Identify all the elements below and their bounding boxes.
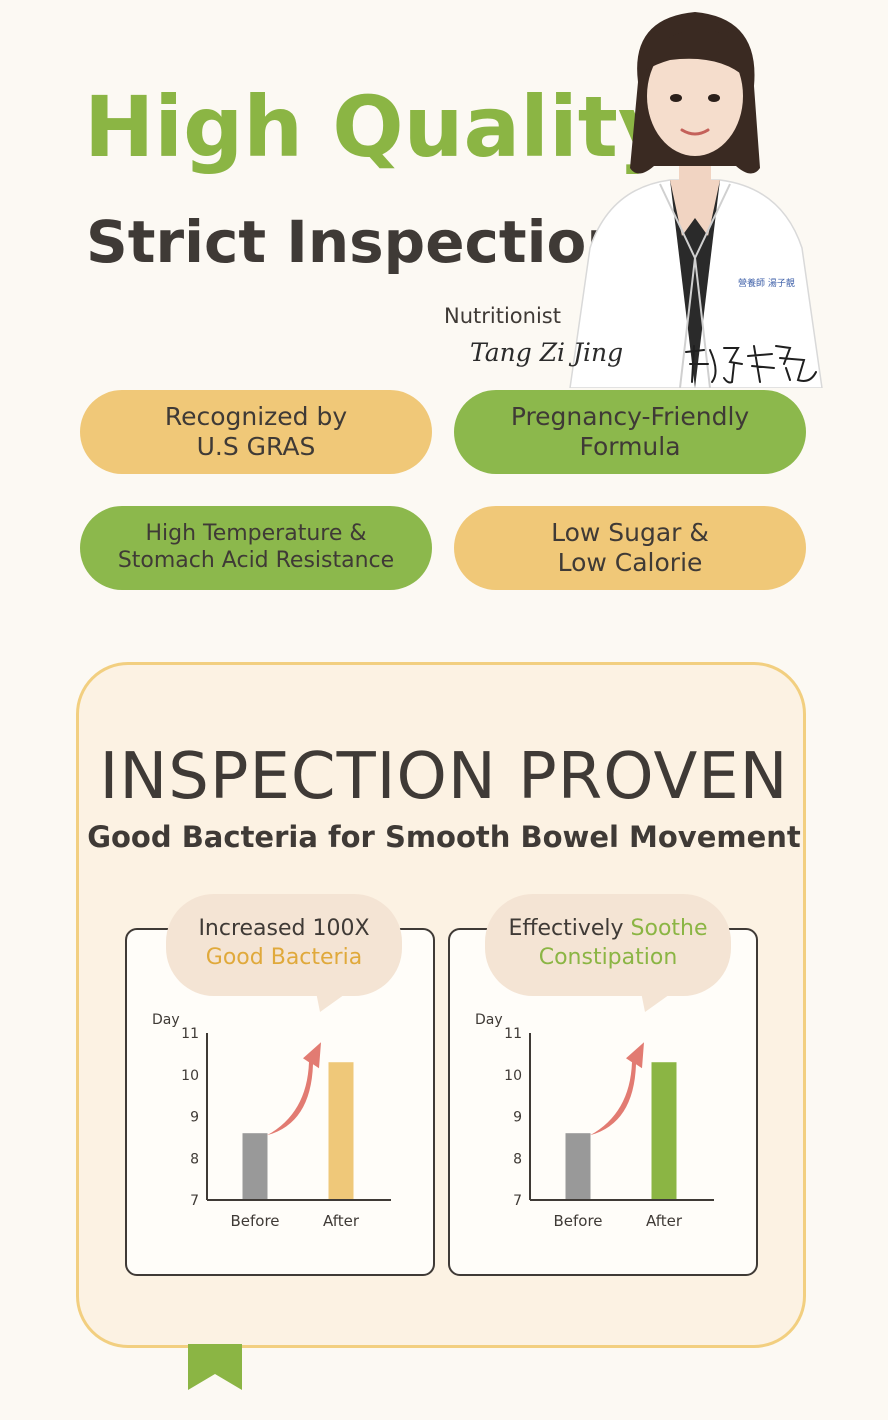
y-tick-label: 10 — [181, 1068, 199, 1084]
bar-before — [565, 1133, 591, 1200]
nutritionist-signature: Tang Zi Jing — [470, 338, 624, 367]
bar-after — [328, 1062, 354, 1200]
feature-gras: Recognized by U.S GRAS — [80, 390, 432, 474]
increase-arrow-icon — [590, 1042, 644, 1136]
x-tick-label: After — [323, 1212, 360, 1230]
x-tick-label: Before — [230, 1212, 279, 1230]
ribbon-icon — [188, 1344, 242, 1390]
feature-pregnancy-line2: Formula — [579, 432, 681, 461]
bubble-bacteria-line2: Good Bacteria — [205, 945, 363, 971]
y-axis-label: Day — [152, 1012, 180, 1028]
feature-gras-line1: Recognized by — [164, 401, 348, 431]
bubble-constipation: Effectively Soothe Constipation — [485, 914, 731, 973]
bubble-constipation-line1: Effectively Soothe — [485, 914, 731, 943]
feature-low-sugar-line2: Low Calorie — [557, 548, 703, 577]
inspection-title: INSPECTION PROVEN — [99, 740, 789, 814]
feature-pregnancy: Pregnancy-Friendly Formula — [454, 390, 806, 474]
bubble-constipation-highlight: Soothe — [630, 916, 708, 941]
inspection-subtitle: Good Bacteria for Smooth Bowel Movement — [87, 820, 801, 854]
feature-low-sugar: Low Sugar & Low Calorie — [454, 506, 806, 590]
feature-resistance-line2: Stomach Acid Resistance — [117, 548, 395, 573]
bubble-bacteria-line1: Increased 100X — [198, 916, 370, 941]
y-tick-label: 10 — [504, 1068, 522, 1084]
increase-arrow-icon — [267, 1042, 321, 1136]
page-subtitle: Strict Inspection — [86, 208, 628, 276]
y-axis-label: Day — [475, 1012, 503, 1028]
x-tick-label: Before — [553, 1212, 602, 1230]
bubble-constipation-line2: Constipation — [538, 945, 678, 971]
x-tick-label: After — [646, 1212, 683, 1230]
handwritten-signature — [685, 345, 817, 384]
y-tick-label: 11 — [181, 1026, 199, 1042]
nutritionist-portrait: 營養師 湯子靚 — [569, 12, 823, 388]
bubble-constipation-plain: Effectively — [508, 916, 631, 941]
y-tick-label: 9 — [190, 1110, 199, 1126]
bacteria-chart: Day 7 8 9 10 11 Before After — [152, 1012, 391, 1230]
bubble-bacteria: Increased 100X Good Bacteria — [166, 914, 402, 973]
page-title: High Quality — [84, 78, 673, 176]
bar-before — [242, 1133, 268, 1200]
y-tick-label: 7 — [513, 1193, 522, 1209]
feature-pregnancy-line1: Pregnancy-Friendly — [510, 401, 750, 431]
nutritionist-role: Nutritionist — [444, 304, 561, 328]
feature-resistance-line1: High Temperature & — [145, 521, 367, 547]
y-tick-label: 7 — [190, 1193, 199, 1209]
constipation-chart: Day 7 8 9 10 11 Before After — [475, 1012, 714, 1230]
y-tick-label: 8 — [190, 1151, 199, 1167]
y-tick-label: 9 — [513, 1110, 522, 1126]
bar-after — [651, 1062, 677, 1200]
speech-bubble — [485, 894, 731, 1012]
feature-low-sugar-line1: Low Sugar & — [551, 517, 709, 547]
svg-text:營養師 湯子靚: 營養師 湯子靚 — [738, 277, 795, 289]
y-tick-label: 8 — [513, 1151, 522, 1167]
y-tick-label: 11 — [504, 1026, 522, 1042]
speech-bubble — [166, 894, 402, 1012]
feature-gras-line2: U.S GRAS — [196, 432, 316, 461]
feature-resistance: High Temperature & Stomach Acid Resistan… — [80, 506, 432, 590]
